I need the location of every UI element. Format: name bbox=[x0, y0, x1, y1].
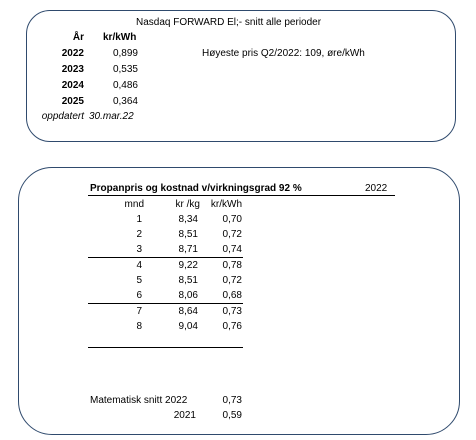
prev-year-value: 0,59 bbox=[222, 410, 242, 421]
quarter-divider bbox=[88, 347, 243, 348]
krkwh-header: kr/kWh bbox=[210, 199, 242, 210]
krkg-cell: 8,51 bbox=[178, 229, 198, 240]
quarter-divider bbox=[88, 257, 243, 258]
krkg-header: kr /kg bbox=[175, 199, 200, 210]
month-cell: 5 bbox=[136, 275, 142, 286]
krkwh-cell: 0,72 bbox=[222, 275, 242, 286]
propane-title: Propanpris og kostnad v/virkningsgrad 92… bbox=[90, 183, 302, 194]
year-cell: 2023 bbox=[61, 64, 84, 75]
krkwh-cell: 0,70 bbox=[222, 214, 242, 225]
price-cell: 0,486 bbox=[112, 80, 138, 91]
year-cell: 2024 bbox=[61, 80, 84, 91]
krkg-cell: 8,71 bbox=[178, 244, 198, 255]
month-cell: 7 bbox=[136, 306, 142, 317]
krkg-cell: 8,51 bbox=[178, 275, 198, 286]
krkg-cell: 8,34 bbox=[178, 214, 198, 225]
average-value: 0,73 bbox=[222, 395, 242, 406]
krkwh-cell: 0,68 bbox=[222, 290, 242, 301]
unit-header: kr/kWh bbox=[103, 32, 137, 43]
month-cell: 3 bbox=[136, 244, 142, 255]
price-cell: 0,899 bbox=[112, 48, 138, 59]
updated-label: oppdatert bbox=[41, 111, 84, 122]
year-cell: 2025 bbox=[61, 96, 84, 107]
krkwh-cell: 0,73 bbox=[222, 306, 242, 317]
month-cell: 2 bbox=[136, 229, 142, 240]
title-underline bbox=[88, 195, 395, 196]
krkg-cell: 8,64 bbox=[178, 306, 198, 317]
krkg-cell: 9,04 bbox=[178, 321, 198, 332]
propane-year: 2022 bbox=[365, 183, 388, 194]
price-cell: 0,535 bbox=[112, 64, 138, 75]
price-cell: 0,364 bbox=[112, 96, 138, 107]
year-cell: 2022 bbox=[61, 48, 84, 59]
month-cell: 1 bbox=[136, 214, 142, 225]
highest-price-note: Høyeste pris Q2/2022: 109, øre/kWh bbox=[202, 48, 365, 59]
krkwh-cell: 0,74 bbox=[222, 244, 242, 255]
month-header: mnd bbox=[124, 199, 144, 210]
year-header: År bbox=[72, 32, 84, 43]
propane-price-box bbox=[18, 167, 460, 435]
month-cell: 6 bbox=[136, 290, 142, 301]
prev-year-label: 2021 bbox=[173, 410, 196, 421]
krkg-cell: 9,22 bbox=[178, 260, 198, 271]
average-label: Matematisk snitt 2022 bbox=[90, 395, 188, 406]
krkwh-cell: 0,78 bbox=[222, 260, 242, 271]
updated-date: 30.mar.22 bbox=[89, 111, 134, 122]
el-price-box bbox=[26, 10, 456, 142]
krkwh-cell: 0,76 bbox=[222, 321, 242, 332]
quarter-divider bbox=[88, 303, 243, 304]
krkwh-cell: 0,72 bbox=[222, 229, 242, 240]
krkg-cell: 8,06 bbox=[178, 290, 198, 301]
month-cell: 8 bbox=[136, 321, 142, 332]
el-price-title: Nasdaq FORWARD El;- snitt alle perioder bbox=[136, 17, 322, 28]
month-cell: 4 bbox=[136, 260, 142, 271]
